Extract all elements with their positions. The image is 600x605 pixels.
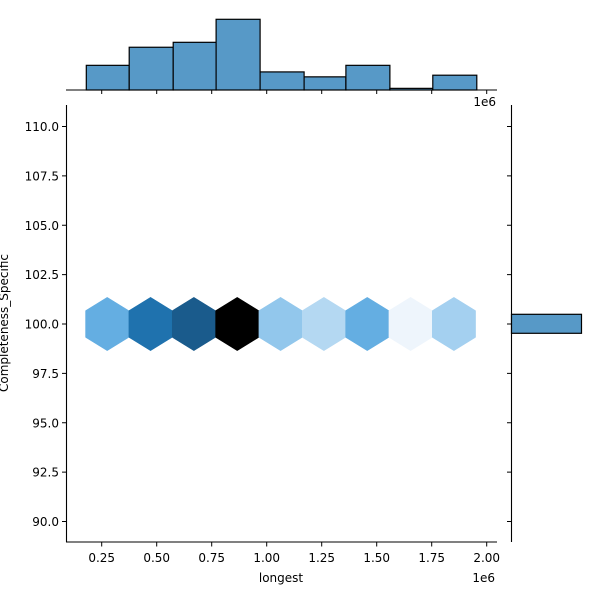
hexbin-cell <box>432 297 476 351</box>
hexbin-cell <box>302 297 346 351</box>
hexbin-cell <box>215 297 260 351</box>
y-tick-label: 102.5 <box>25 268 59 282</box>
histogram-bar <box>172 41 217 91</box>
y-axis-ticks: 90.0 92.5 95.0 97.5 100.0 102.5 105.0 107.5 110.… <box>25 120 67 529</box>
marginal-y-histogram <box>510 313 583 334</box>
histogram-bar <box>303 76 347 91</box>
y-tick-label: 107.5 <box>25 169 59 183</box>
top-offset-label: 1e6 <box>473 95 496 109</box>
histogram-bar <box>345 64 391 91</box>
histogram-bar <box>432 74 478 91</box>
x-tick-label: 1.50 <box>363 551 390 565</box>
histogram-bar <box>259 71 305 91</box>
hexbin-cell <box>388 297 433 351</box>
y-tick-label: 95.0 <box>32 416 59 430</box>
hexbin-cell <box>345 297 390 351</box>
x-offset-label: 1e6 <box>472 571 495 585</box>
x-tick-label: 1.00 <box>253 551 280 565</box>
hexbin-cell <box>171 297 216 351</box>
hexbin-cell <box>128 297 173 351</box>
histogram-bar <box>510 313 583 334</box>
histogram-bar <box>215 18 261 91</box>
hexbin-plot <box>85 297 476 351</box>
top-hist-ticks <box>101 90 488 94</box>
hexbin-cell <box>258 297 303 351</box>
x-tick-label: 1.75 <box>418 551 445 565</box>
x-tick-label: 0.75 <box>198 551 225 565</box>
y-tick-label: 110.0 <box>25 120 59 134</box>
marginal-x-histogram <box>85 18 478 91</box>
y-tick-label: 92.5 <box>32 466 59 480</box>
right-hist-ticks <box>507 126 512 522</box>
y-tick-label: 105.0 <box>25 219 59 233</box>
x-tick-label: 0.50 <box>143 551 170 565</box>
y-tick-label: 100.0 <box>25 318 59 332</box>
y-tick-label: 90.0 <box>32 515 59 529</box>
x-tick-label: 2.00 <box>473 551 500 565</box>
histogram-bar <box>128 46 174 91</box>
y-tick-label: 97.5 <box>32 367 59 381</box>
y-axis-label: Completeness_Specific <box>0 254 11 392</box>
x-tick-label: 0.25 <box>88 551 115 565</box>
x-axis-ticks: 0.25 0.50 0.75 1.00 1.25 1.50 1.75 2.00 <box>88 542 500 565</box>
x-tick-label: 1.25 <box>308 551 335 565</box>
hexbin-cell <box>85 297 130 351</box>
histogram-bar <box>85 64 130 91</box>
x-axis-label: longest <box>259 571 304 585</box>
